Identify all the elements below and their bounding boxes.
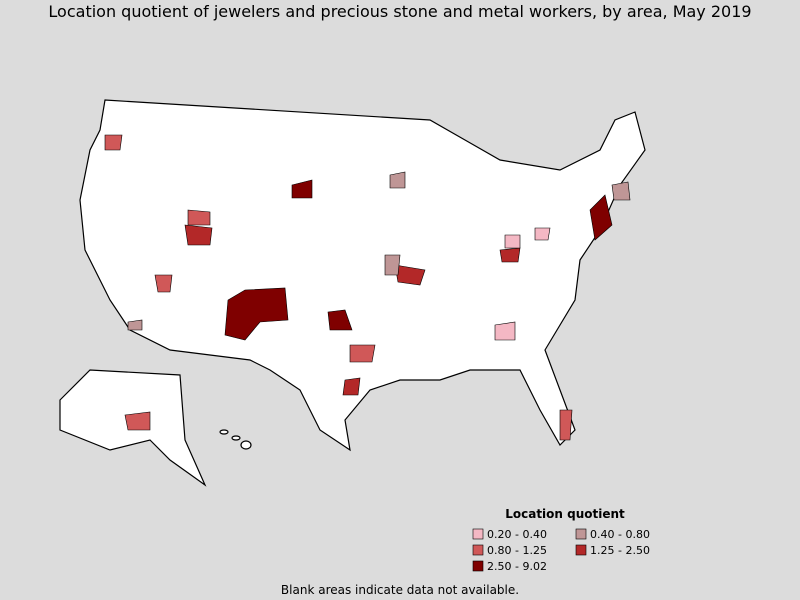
legend-label: 0.20 - 0.40: [487, 528, 547, 541]
legend-title: Location quotient: [505, 507, 625, 521]
legend-label: 0.80 - 1.25: [487, 544, 547, 557]
footnote: Blank areas indicate data not available.: [281, 583, 519, 597]
legend: 0.20 - 0.40 0.40 - 0.80 0.80 - 1.25 1.25 - …: [472, 528, 650, 573]
legend-swatch: [472, 560, 484, 572]
title: Location quotient of jewelers and precio…: [48, 2, 751, 21]
legend-swatch: [575, 544, 587, 556]
legend-label: 1.25 - 2.50: [590, 544, 650, 557]
legend-label: 2.50 - 9.02: [487, 560, 547, 573]
legend-swatch: [472, 544, 484, 556]
legend-swatch: [472, 528, 484, 540]
map: [59, 99, 646, 487]
hawaii: [219, 429, 252, 450]
legend-label: 0.40 - 0.80: [590, 528, 650, 541]
legend-swatch: [575, 528, 587, 540]
area-shading: [104, 134, 631, 441]
